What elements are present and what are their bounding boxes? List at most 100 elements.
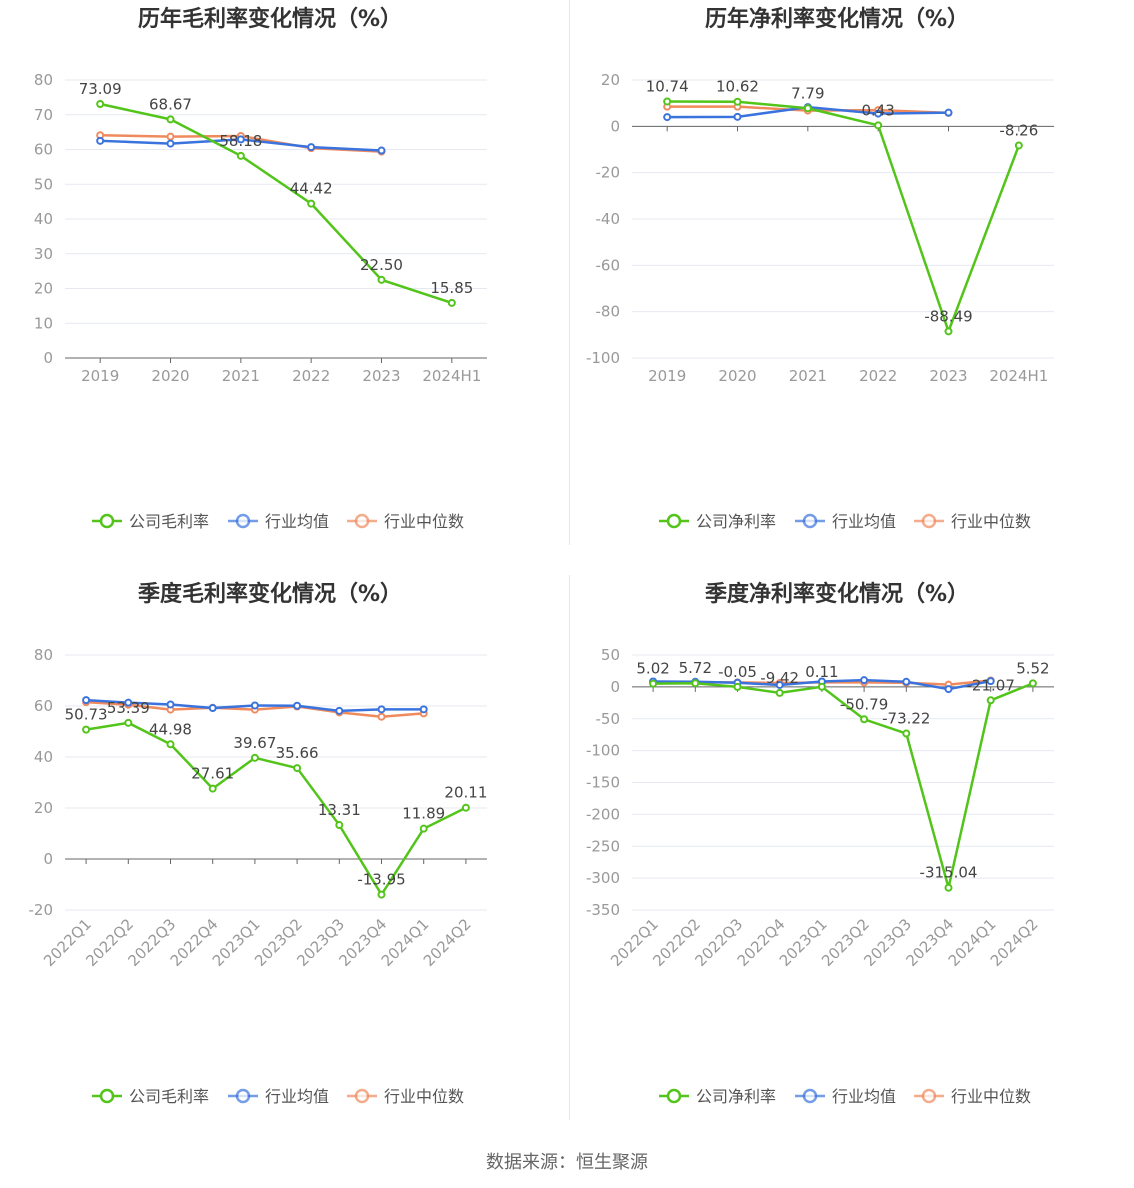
chart-title: 季度净利率变化情况（%）	[705, 581, 969, 607]
data-point-company	[250, 753, 259, 762]
data-point-avg	[124, 698, 133, 707]
chart-title: 历年毛利率变化情况（%）	[138, 6, 402, 32]
y-tick-label: -50	[596, 710, 621, 728]
data-point-avg	[874, 109, 883, 118]
data-point-avg	[944, 685, 953, 694]
data-point-avg	[208, 704, 217, 713]
x-tick-label: 2024Q2	[987, 915, 1042, 970]
data-label: 13.31	[318, 801, 361, 819]
x-tick-label: 2024H1	[422, 367, 481, 385]
legend-marker-avg	[235, 1088, 251, 1104]
data-point-company	[208, 784, 217, 793]
data-point-avg	[860, 676, 869, 685]
data-point-company	[307, 199, 316, 208]
data-point-company	[447, 298, 456, 307]
y-tick-label: -300	[586, 869, 620, 887]
data-point-avg	[166, 700, 175, 709]
chart-annual-gross-margin: 历年毛利率变化情况（%） 0 10 20 30 40 50 60 70 80 2019 2020 202…	[0, 0, 567, 580]
legend-label-avg: 行业均值	[265, 1087, 329, 1106]
y-tick-label: -200	[586, 805, 620, 823]
chart-svg: 历年毛利率变化情况（%） 0 10 20 30 40 50 60 70 80 2019 2020 202…	[34, 6, 487, 531]
data-point-company	[1028, 679, 1037, 688]
data-point-company	[166, 115, 175, 124]
data-point-avg	[663, 113, 672, 122]
legend-marker-company	[666, 513, 682, 529]
y-tick-label: 80	[34, 646, 53, 664]
legend-marker-median	[354, 1088, 370, 1104]
y-tick-label: -150	[586, 774, 620, 792]
x-tick-label: 2019	[81, 367, 119, 385]
y-tick-label: 50	[34, 175, 53, 193]
legend-label-company: 公司净利率	[696, 512, 776, 531]
legend-marker-median	[921, 513, 937, 529]
x-tick-label: 2021	[789, 367, 827, 385]
legend-label-avg: 行业均值	[832, 512, 896, 531]
data-point-avg	[96, 136, 105, 145]
y-tick-label: 0	[43, 850, 53, 868]
y-tick-label: 70	[34, 106, 53, 124]
data-label: 0.43	[861, 101, 894, 119]
y-tick-label: -100	[586, 349, 620, 367]
data-point-company	[166, 740, 175, 749]
data-label: -50.79	[840, 695, 888, 713]
data-point-company	[860, 715, 869, 724]
y-tick-label: 40	[34, 748, 53, 766]
data-label: -88.49	[924, 307, 972, 325]
data-label: 27.61	[191, 765, 234, 783]
legend-marker-avg	[802, 513, 818, 529]
divider-bottom	[569, 575, 570, 1120]
data-point-avg	[335, 706, 344, 715]
legend-label-company: 公司净利率	[696, 1087, 776, 1106]
data-label: 5.72	[679, 659, 712, 677]
data-label: 11.89	[402, 805, 445, 823]
legend-label-avg: 行业均值	[265, 512, 329, 531]
y-tick-label: 0	[43, 349, 53, 367]
data-point-company	[944, 883, 953, 892]
data-point-avg	[166, 139, 175, 148]
data-label: -73.22	[882, 710, 930, 728]
data-point-company	[733, 682, 742, 691]
y-tick-label: 50	[601, 646, 620, 664]
y-tick-label: 60	[34, 697, 53, 715]
data-point-avg	[733, 112, 742, 121]
data-point-avg	[377, 705, 386, 714]
data-point-median	[166, 132, 175, 141]
legend-marker-median	[921, 1088, 937, 1104]
data-point-company	[461, 803, 470, 812]
y-tick-label: 30	[34, 245, 53, 263]
data-point-company	[803, 104, 812, 113]
y-tick-label: -20	[596, 164, 621, 182]
x-tick-label: 2023	[929, 367, 967, 385]
data-point-company	[986, 696, 995, 705]
legend-marker-company	[99, 1088, 115, 1104]
legend-marker-company	[666, 1088, 682, 1104]
data-label: 10.74	[646, 77, 689, 95]
legend-label-avg: 行业均值	[832, 1087, 896, 1106]
legend-label-median: 行业中位数	[951, 512, 1031, 531]
legend-label-median: 行业中位数	[384, 512, 464, 531]
data-point-company	[902, 729, 911, 738]
data-point-avg	[82, 696, 91, 705]
y-tick-label: -100	[586, 742, 620, 760]
data-label: 5.02	[636, 660, 669, 678]
chart-svg: 季度净利率变化情况（%） -350 -300 -250 -200 -150 -100 -50 0…	[586, 581, 1054, 1106]
data-label: 15.85	[430, 279, 473, 297]
data-label: 44.42	[290, 180, 333, 198]
data-point-company	[236, 151, 245, 160]
data-label: 68.67	[149, 95, 192, 113]
data-point-company	[377, 275, 386, 284]
data-point-avg	[377, 146, 386, 155]
y-tick-label: 0	[610, 678, 620, 696]
y-tick-label: -40	[596, 210, 621, 228]
data-label: -315.04	[920, 864, 978, 882]
y-tick-label: 20	[34, 799, 53, 817]
legend-marker-avg	[802, 1088, 818, 1104]
chart-title: 季度毛利率变化情况（%）	[138, 581, 402, 607]
data-label: 53.39	[107, 699, 150, 717]
y-tick-label: 80	[34, 71, 53, 89]
data-label: 44.98	[149, 720, 192, 738]
data-label: 73.09	[79, 80, 122, 98]
data-label: 7.79	[791, 84, 824, 102]
data-point-median	[377, 712, 386, 721]
data-point-company	[733, 97, 742, 106]
